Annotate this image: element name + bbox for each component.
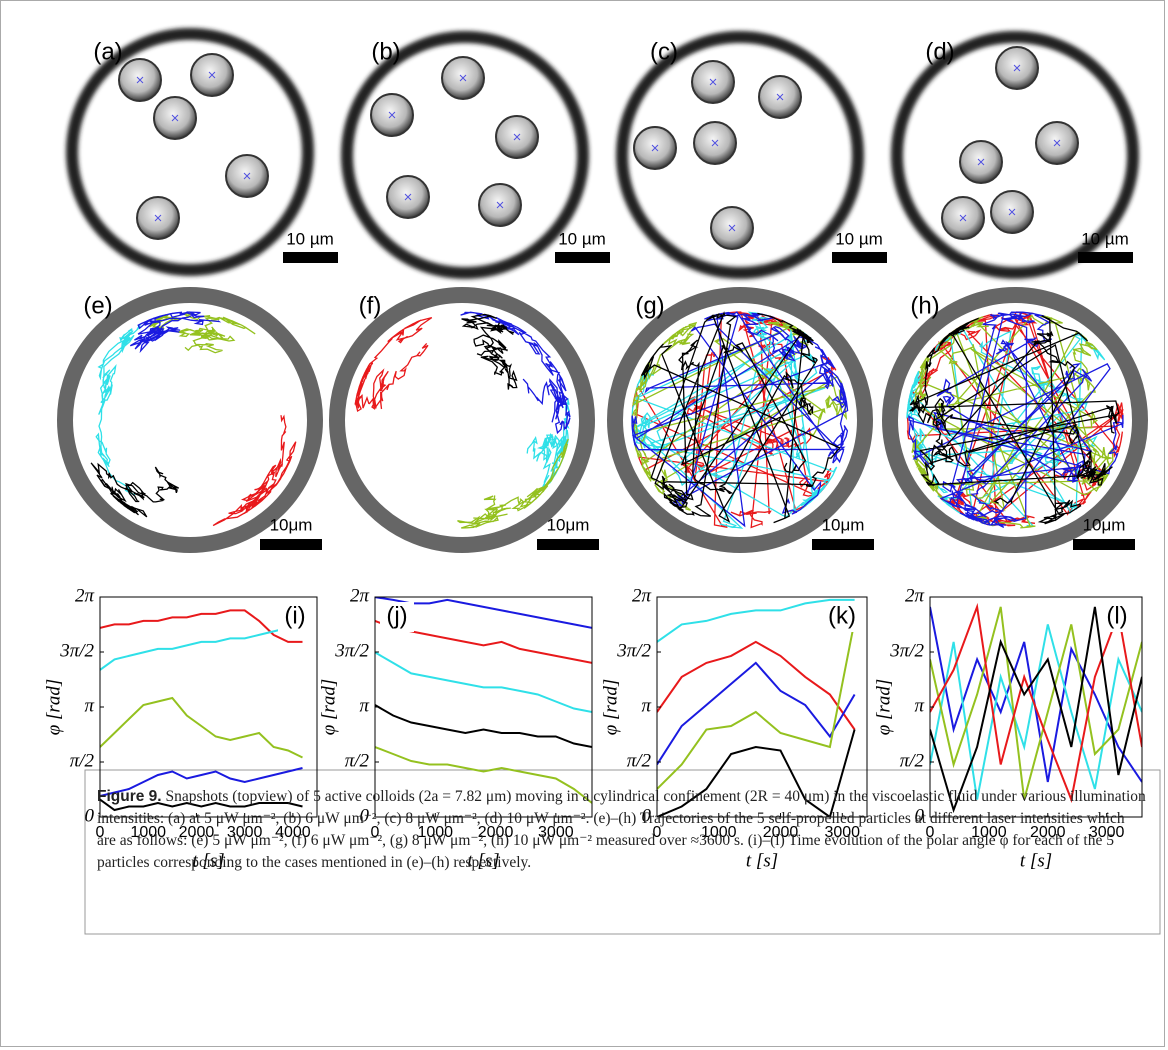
panel-label: (g) [635,292,664,319]
confinement [615,295,865,545]
series-line [375,652,592,712]
panel-label: (k) [828,602,856,629]
y-tick-label: π [84,695,94,716]
y-tick-label: π [914,695,924,716]
y-tick-label: 2π [632,585,652,606]
scale-bar [537,539,599,550]
scale-bar [832,252,887,263]
scale-label: 10μm [547,515,590,534]
scale-label: 10 µm [835,229,883,248]
panel-label: (c) [650,38,678,65]
caption-label: Figure 9. [97,788,162,805]
caption-text: Snapshots (topview) of 5 active colloids… [97,788,1146,871]
page: {"snapshots": [ {"label": "(a)", "scale_… [0,0,1168,1050]
confinement [65,295,315,545]
panel-label: (i) [284,602,305,629]
panel-label: (e) [83,292,112,319]
y-tick-label: π/2 [345,750,370,771]
series-line [657,642,855,730]
scale-bar [1078,252,1133,263]
series-line [657,663,855,765]
series-line [375,705,592,747]
trajectory [527,398,569,486]
scale-bar [1073,539,1135,550]
y-axis-label: φ [rad] [318,679,339,735]
scale-bar [260,539,322,550]
panel-label: (l) [1106,602,1127,629]
series-line [100,698,303,758]
y-tick-label: π [641,695,651,716]
caption: Figure 9. Snapshots (topview) of 5 activ… [97,786,1147,874]
y-tick-label: 2π [75,585,95,606]
panel-label: (d) [925,38,954,65]
confinement [72,34,308,270]
panel-label: (f) [359,292,382,319]
panel-label: (b) [371,38,400,65]
series-line [100,610,303,642]
scale-label: 10μm [822,515,865,534]
y-tick-label: π/2 [70,750,95,771]
scale-bar [812,539,874,550]
figure: (a) 10 µm (b) 10 µm (c) 10 µm (d) 10 µm (e) 10μm (… [0,0,1168,1050]
series-line [657,600,855,642]
series-line [100,624,303,670]
y-tick-label: π/2 [627,750,652,771]
panel-label: (j) [386,602,407,629]
y-axis-label: φ [rad] [43,679,64,735]
y-axis-label: φ [rad] [873,679,894,735]
y-tick-label: 2π [350,585,370,606]
y-tick-label: 3π/2 [334,640,369,661]
y-tick-label: 2π [905,585,925,606]
scale-label: 10 µm [286,229,334,248]
scale-label: 10μm [1083,515,1126,534]
trajectory [96,324,140,495]
y-tick-label: 3π/2 [889,640,924,661]
scale-bar [283,252,338,263]
y-axis-label: φ [rad] [600,679,621,735]
confinement [337,295,587,545]
panel-label: (a) [93,38,122,65]
y-tick-label: π [359,695,369,716]
y-tick-label: 3π/2 [59,640,94,661]
scale-bar [555,252,610,263]
y-tick-label: 0 [85,805,95,826]
series-line [657,621,855,789]
scale-label: 10μm [270,515,313,534]
scale-label: 10 µm [558,229,606,248]
panel-label: (h) [910,292,939,319]
scale-label: 10 µm [1081,229,1129,248]
y-tick-label: 3π/2 [616,640,651,661]
y-tick-label: π/2 [900,750,925,771]
